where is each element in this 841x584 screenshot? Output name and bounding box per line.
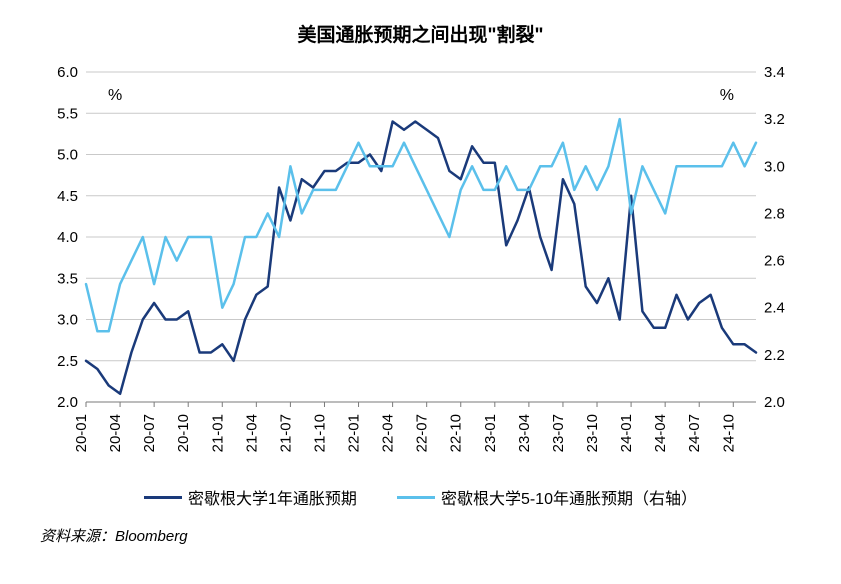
svg-text:5.5: 5.5 (57, 105, 78, 122)
svg-text:23-01: 23-01 (481, 414, 498, 452)
svg-text:4.5: 4.5 (57, 188, 78, 205)
svg-text:3.4: 3.4 (764, 64, 785, 81)
svg-text:20-10: 20-10 (175, 414, 192, 452)
svg-text:20-07: 20-07 (141, 414, 158, 452)
svg-text:21-07: 21-07 (277, 414, 294, 452)
svg-text:4.0: 4.0 (57, 229, 78, 246)
chart-title: 美国通胀预期之间出现"割裂" (30, 20, 811, 47)
svg-text:20-04: 20-04 (107, 414, 124, 452)
source-text: 资料来源：Bloomberg (30, 525, 811, 546)
svg-text:23-04: 23-04 (515, 414, 532, 452)
legend-swatch-1yr (144, 496, 182, 499)
svg-text:2.5: 2.5 (57, 353, 78, 370)
svg-text:23-07: 23-07 (549, 414, 566, 452)
svg-text:%: % (108, 87, 122, 104)
svg-text:3.0: 3.0 (764, 158, 785, 175)
svg-text:2.4: 2.4 (764, 300, 785, 317)
svg-text:2.0: 2.0 (764, 394, 785, 411)
svg-text:24-01: 24-01 (618, 414, 635, 452)
svg-text:6.0: 6.0 (57, 64, 78, 81)
svg-text:2.8: 2.8 (764, 205, 785, 222)
svg-text:24-10: 24-10 (720, 414, 737, 452)
svg-text:24-04: 24-04 (652, 414, 669, 452)
svg-text:2.0: 2.0 (57, 394, 78, 411)
svg-text:23-10: 23-10 (584, 414, 601, 452)
svg-text:%: % (719, 87, 733, 104)
svg-text:2.6: 2.6 (764, 253, 785, 270)
svg-text:21-04: 21-04 (243, 414, 260, 452)
legend: 密歇根大学1年通胀预期 密歇根大学5-10年通胀预期（右轴） (30, 485, 811, 509)
svg-text:2.2: 2.2 (764, 347, 785, 364)
svg-text:22-01: 22-01 (345, 414, 362, 452)
legend-label-1yr: 密歇根大学1年通胀预期 (188, 485, 357, 509)
svg-text:22-04: 22-04 (379, 414, 396, 452)
legend-item-5-10yr: 密歇根大学5-10年通胀预期（右轴） (397, 485, 697, 509)
line-chart: 2.0 2.5 3.0 3.5 4.0 4.5 5.0 5.5 6.0 2.0 2.2 2.4 2.6 2… (31, 57, 811, 477)
svg-text:22-10: 22-10 (447, 414, 464, 452)
legend-item-1yr: 密歇根大学1年通胀预期 (144, 485, 357, 509)
legend-label-5-10yr: 密歇根大学5-10年通胀预期（右轴） (441, 485, 697, 509)
svg-text:3.2: 3.2 (764, 111, 785, 128)
svg-text:5.0: 5.0 (57, 147, 78, 164)
legend-swatch-5-10yr (397, 496, 435, 499)
svg-text:3.5: 3.5 (57, 270, 78, 287)
svg-text:22-07: 22-07 (413, 414, 430, 452)
svg-text:21-01: 21-01 (209, 414, 226, 452)
svg-text:24-07: 24-07 (686, 414, 703, 452)
svg-text:21-10: 21-10 (311, 414, 328, 452)
chart-area: 2.0 2.5 3.0 3.5 4.0 4.5 5.0 5.5 6.0 2.0 2.2 2.4 2.6 2… (31, 57, 811, 477)
svg-text:3.0: 3.0 (57, 312, 78, 329)
svg-text:20-01: 20-01 (73, 414, 90, 452)
